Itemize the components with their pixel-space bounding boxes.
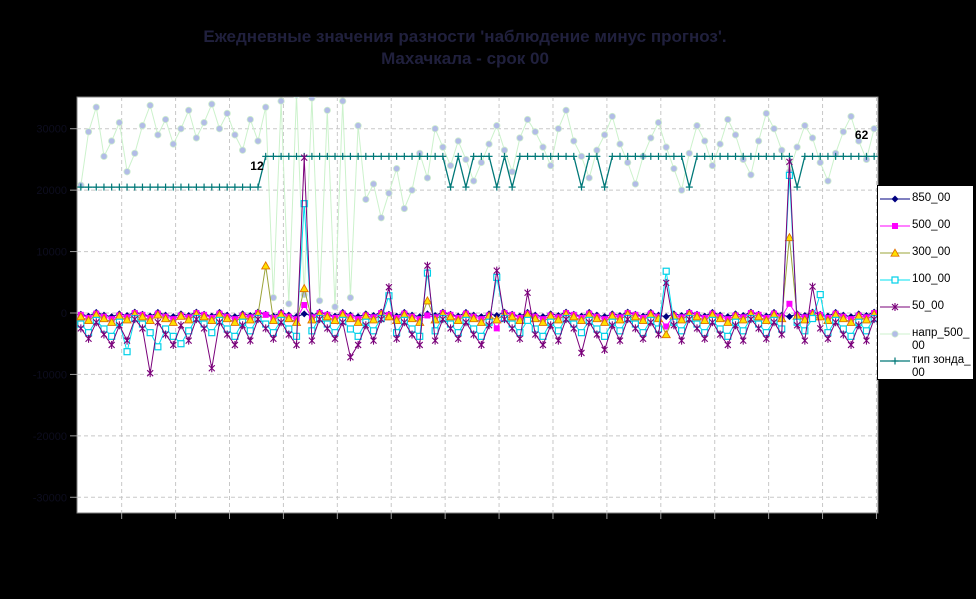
series-напр_500_00 (77, 97, 878, 311)
chart-title-line2: Махачкала - срок 00 (381, 49, 549, 68)
legend-item-500_00: 500_00 (878, 219, 973, 246)
plot-background (76, 96, 879, 514)
legend-marker-square-open-icon (880, 276, 910, 284)
chart-title-line1: Ежедневные значения разности 'наблюдение… (203, 27, 727, 46)
series-50_00 (77, 153, 878, 378)
legend-label: 50_00 (912, 300, 944, 312)
legend-item-тип зонда_00: тип зонда_00 (878, 354, 973, 381)
legend-item-850_00: 850_00 (878, 192, 973, 219)
legend-item-напр_500_00: напр_500_00 (878, 327, 973, 354)
gridlines: 30000 20000 10000 0 -10000 -20000 -30000 (33, 97, 878, 519)
y-axis-tick-label: 30000 (36, 124, 67, 136)
legend-marker-triangle-icon (880, 248, 910, 257)
y-axis-tick-label: 10000 (36, 247, 67, 259)
data-label-62: 62 (855, 128, 869, 142)
legend-label: 500_00 (912, 219, 951, 231)
y-axis-tick-label: -10000 (33, 369, 67, 381)
legend-marker-circle-icon (880, 330, 910, 338)
legend-label: 850_00 (912, 192, 951, 204)
y-axis-tick-label: 20000 (36, 185, 67, 197)
y-axis-tick-label: -20000 (33, 431, 67, 443)
legend-marker-asterisk-icon (880, 303, 910, 311)
legend-item-100_00: 100_00 (878, 273, 973, 300)
legend-label: 300_00 (912, 246, 951, 258)
legend-marker-diamond-icon (880, 195, 910, 203)
legend-item-50_00: 50_00 (878, 300, 973, 327)
chart-title: Ежедневные значения разности 'наблюдение… (0, 26, 930, 70)
legend-label: 100_00 (912, 273, 951, 285)
y-axis-tick-label: -30000 (33, 492, 67, 504)
y-axis-tick-label: 0 (61, 308, 67, 320)
chart-legend: 850_00 500_00 300_00 100_00 50_00 напр_500_00… (877, 185, 974, 380)
legend-item-300_00: 300_00 (878, 246, 973, 273)
legend-label: напр_500_00 (912, 327, 970, 352)
data-label-12: 12 (250, 159, 264, 173)
legend-label: тип зонда_00 (912, 354, 971, 379)
legend-marker-square-icon (880, 223, 910, 229)
legend-marker-plus-icon (880, 357, 910, 365)
series-тип зонда_00 (77, 152, 878, 191)
